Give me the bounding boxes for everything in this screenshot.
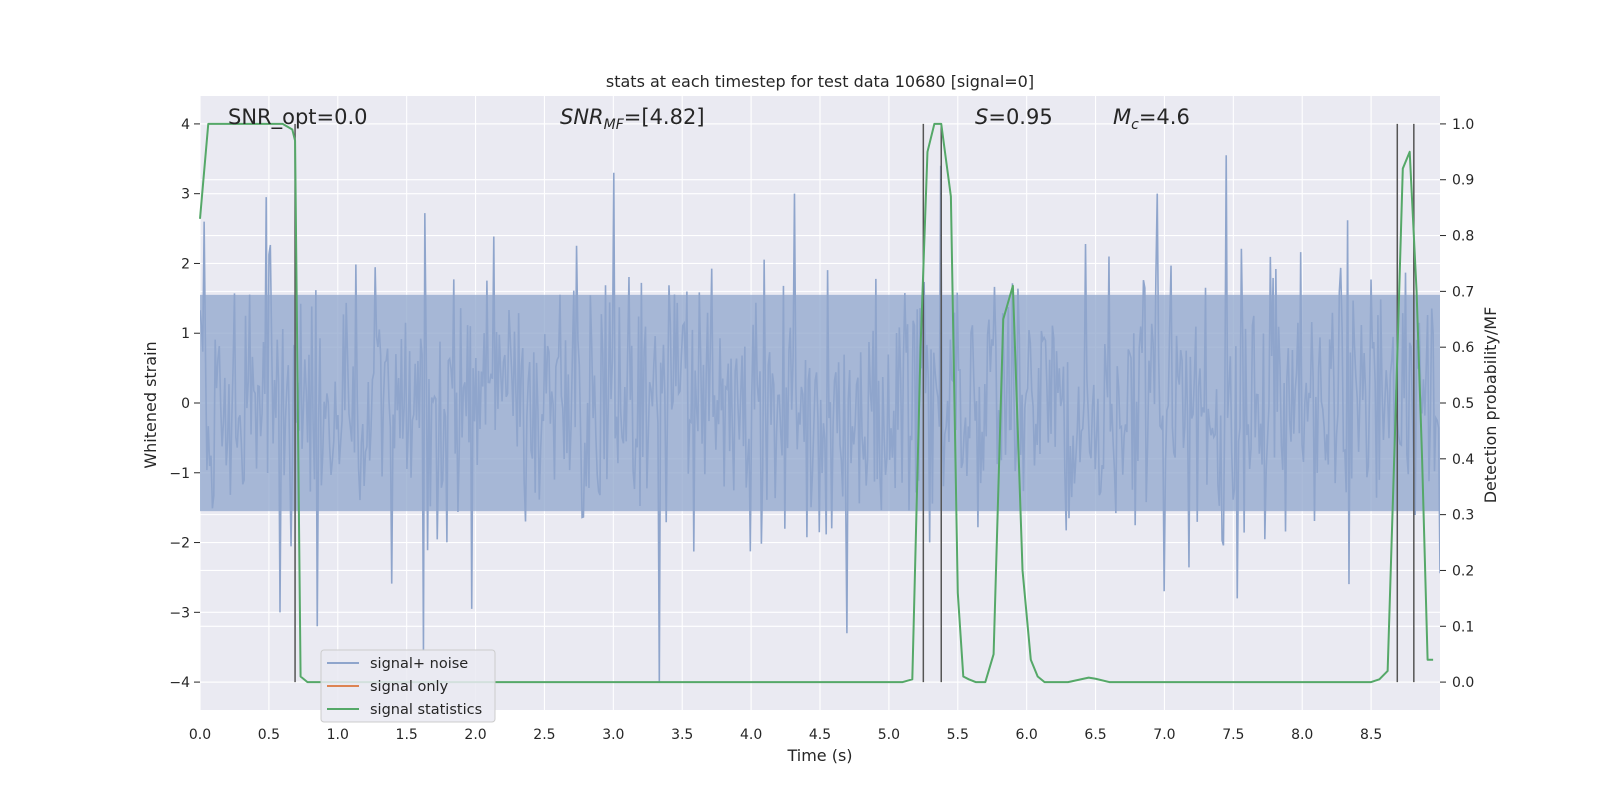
snr-mf-annotation: SNRMF=[4.82] (560, 105, 705, 133)
snr-mf-value: =[4.82] (624, 105, 705, 129)
y2-tick-label: 0.3 (1452, 508, 1474, 524)
mc-annotation: Mc=4.6 (1113, 105, 1190, 133)
legend-entry-signal-only: signal only (370, 679, 449, 695)
x-tick-label: 4.0 (740, 727, 762, 743)
x-tick-label: 5.5 (947, 727, 969, 743)
legend-entry-signal-statistics: signal statistics (370, 702, 482, 718)
y2-tick-label: 0.6 (1452, 340, 1474, 356)
y2-axis-label: Detection probability/MF (1481, 307, 1500, 504)
y-tick-label: 2 (181, 256, 190, 272)
legend-box (320, 649, 496, 723)
x-tick-label: 4.5 (809, 727, 831, 743)
signal-statistics-line (199, 122, 1434, 684)
x-tick-label: 1.0 (327, 727, 349, 743)
x-tick-label: 2.5 (533, 727, 555, 743)
snr-mf-label: SNR (560, 105, 604, 129)
x-axis-ticks: 0.0 0.5 1.0 1.5 2.0 2.5 3.0 3.5 4.0 4.5 5.0 5.5 6.0 6… (189, 727, 1382, 743)
x-tick-label: 8.0 (1291, 727, 1313, 743)
y2-tick-label: 0.4 (1452, 452, 1474, 468)
y-tick-label: 0 (181, 396, 190, 412)
y2-axis-ticks: 1.0 0.9 0.8 0.7 0.6 0.5 0.4 0.3 0.2 0.1 0.0 (1440, 117, 1474, 691)
y2-tick-label: 0.2 (1452, 563, 1474, 579)
y-axis-ticks: 4 3 2 1 0 −1 −2 −3 −4 (169, 117, 200, 691)
y2-tick-label: 0.7 (1452, 284, 1474, 300)
y-tick-label: −2 (169, 536, 190, 552)
x-tick-label: 7.0 (1153, 727, 1175, 743)
mc-subscript: c (1131, 117, 1139, 133)
x-tick-label: 0.0 (189, 727, 211, 743)
y-tick-label: 3 (181, 187, 190, 203)
y2-tick-label: 0.1 (1452, 619, 1474, 635)
mc-value: =4.6 (1139, 105, 1190, 129)
signal-statistics-series (199, 122, 1434, 684)
y2-tick-label: 0.0 (1452, 675, 1474, 691)
signal-noise-series (200, 155, 1440, 683)
y-tick-label: 4 (181, 117, 190, 133)
x-axis-label: Time (s) (786, 746, 852, 765)
y-tick-label: 1 (181, 326, 190, 342)
y2-tick-label: 0.5 (1452, 396, 1474, 412)
x-tick-label: 5.0 (878, 727, 900, 743)
x-tick-label: 8.5 (1360, 727, 1382, 743)
y-tick-label: −4 (169, 675, 190, 691)
y2-tick-label: 1.0 (1452, 117, 1474, 133)
s-annotation: S=0.95 (975, 105, 1053, 129)
x-tick-label: 3.0 (602, 727, 624, 743)
x-tick-label: 6.0 (1016, 727, 1038, 743)
x-tick-label: 7.5 (1222, 727, 1244, 743)
chart-title: stats at each timestep for test data 106… (606, 72, 1034, 91)
x-tick-label: 0.5 (258, 727, 280, 743)
snr-opt-annotation: SNR_opt=0.0 (228, 105, 368, 130)
y-tick-label: −1 (169, 466, 190, 482)
x-tick-label: 3.5 (671, 727, 693, 743)
y-tick-label: −3 (169, 605, 190, 621)
x-tick-label: 2.0 (464, 727, 486, 743)
s-label: S (975, 105, 988, 129)
y2-tick-label: 0.9 (1452, 173, 1474, 189)
signal-noise-line (200, 155, 1440, 683)
x-tick-label: 6.5 (1084, 727, 1106, 743)
x-tick-label: 1.5 (396, 727, 418, 743)
legend: signal+ noise signal only signal statist… (320, 649, 496, 723)
mc-label: M (1113, 105, 1131, 129)
snr-mf-subscript: MF (604, 117, 625, 133)
y2-tick-label: 0.8 (1452, 229, 1474, 245)
s-value: =0.95 (988, 105, 1052, 129)
legend-entry-signal-noise: signal+ noise (370, 656, 468, 672)
y-axis-label: Whitened strain (141, 341, 160, 468)
